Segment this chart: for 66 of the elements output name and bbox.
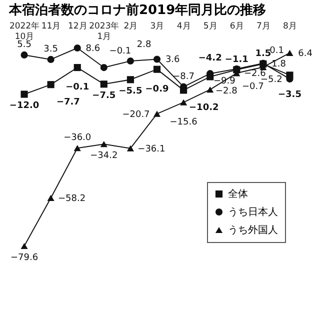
x-tick-label: 11月 (41, 22, 62, 32)
point (47, 56, 54, 63)
point (286, 50, 294, 56)
x-tick-label: 8月 (283, 22, 298, 32)
point (153, 110, 161, 117)
point (100, 64, 108, 72)
point (74, 145, 81, 152)
data-label: −36.1 (138, 144, 166, 154)
point (180, 99, 188, 106)
data-label: −58.2 (58, 194, 86, 204)
legend-label: 全体 (228, 188, 248, 200)
point (47, 194, 54, 202)
data-label: −20.7 (122, 110, 150, 120)
data-label: −7.7 (56, 98, 80, 108)
point (20, 90, 28, 98)
x-tick-label: 2月 (124, 22, 138, 32)
data-label: −1.1 (224, 54, 248, 65)
data-label: −10.2 (189, 103, 219, 114)
point (74, 64, 81, 72)
x-tick-label: 6月 (230, 22, 244, 32)
point (126, 76, 134, 84)
data-label: −0.1 (66, 82, 90, 93)
data-label: 5.5 (17, 40, 32, 50)
point (206, 86, 214, 93)
x-tick-label: 12月 (68, 22, 88, 32)
legend-label: うち日本人 (228, 206, 278, 218)
point (47, 81, 54, 88)
data-label: −3.5 (278, 90, 302, 100)
x-tick-label: 4月 (176, 22, 192, 32)
data-label: −15.6 (170, 117, 198, 128)
data-label: 8.6 (86, 44, 100, 54)
data-label: −7.5 (92, 91, 116, 102)
data-label: 1.8 (272, 59, 286, 70)
x-tick-label: 3月 (150, 22, 165, 32)
data-label: 1.5 (255, 48, 272, 59)
data-label: −34.2 (90, 151, 118, 162)
point (153, 56, 161, 63)
data-label: −5.5 (118, 86, 142, 97)
x-tick-label: 7月 (256, 22, 271, 32)
point (126, 145, 134, 152)
data-label: 0.1 (270, 46, 284, 56)
x-tick-label: 2023年 1月 (89, 20, 120, 42)
point (100, 141, 108, 148)
data-label: −0.9 (145, 84, 169, 94)
data-label: 3.6 (165, 55, 180, 66)
x-tick-label: 2022年 10月 (9, 20, 40, 42)
point (74, 44, 81, 52)
chart-title: 本宿泊者数のコロナ前2019年同月比の推移 (8, 2, 266, 18)
data-label: 2.8 (136, 40, 152, 50)
data-label: 6.4 (298, 48, 313, 59)
data-label: −8.7 (172, 72, 194, 82)
data-label: −4.2 (198, 54, 222, 64)
point (20, 51, 28, 58)
legend-label: うち外国人 (228, 225, 278, 236)
data-label: −79.6 (10, 253, 38, 263)
point (126, 57, 134, 65)
point (20, 242, 28, 250)
x-tick-label: 5月 (203, 22, 218, 32)
data-label: −2.8 (215, 86, 238, 97)
data-label: −12.0 (9, 101, 40, 112)
data-label: 3.5 (44, 44, 58, 54)
data-label: −36.0 (64, 133, 92, 144)
point (100, 80, 108, 88)
data-label: −0.1 (109, 46, 132, 57)
data-label: −0.7 (242, 82, 264, 92)
point (153, 66, 161, 73)
